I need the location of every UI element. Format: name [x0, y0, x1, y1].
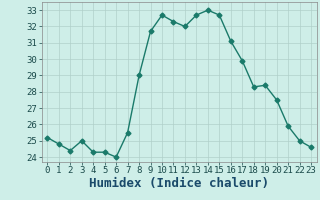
X-axis label: Humidex (Indice chaleur): Humidex (Indice chaleur) [89, 177, 269, 190]
